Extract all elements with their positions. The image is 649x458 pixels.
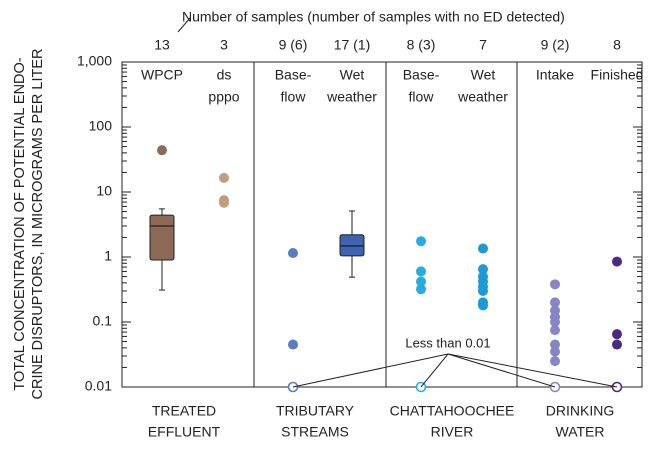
data-point [288,339,298,350]
data-point [550,317,560,327]
series-name: flow [409,89,435,105]
data-point [550,297,560,308]
y-tick-label: 100 [89,118,113,134]
y-tick-label: 10 [96,183,112,199]
group-label: EFFLUENT [148,424,221,440]
data-point [550,325,560,336]
group-label: CHATTAHOOCHEE [390,403,515,419]
sample-count: 7 [479,37,487,53]
group-label: TRIBUTARY [276,403,355,419]
sample-count: 8 [613,37,621,53]
series-name: WPCP [141,67,183,83]
annotation-leader [447,353,618,388]
y-axis-label: TOTAL CONCENTRATION OF POTENTIAL ENDO- [12,57,28,390]
sample-count: 13 [154,37,170,53]
series-name: Intake [536,67,574,83]
group-label: RIVER [431,424,474,440]
y-tick-label: 1 [104,248,112,264]
data-point [612,329,622,340]
series-name: Wet [471,67,496,83]
group-label: DRINKING [546,403,614,419]
data-point [157,145,167,156]
series-name: flow [281,89,307,105]
series-name: Wet [340,67,365,83]
data-point [478,243,488,254]
group-label: TREATED [152,403,216,419]
sample-count: 9 (2) [541,37,570,53]
data-point [478,264,488,275]
data-point [219,172,229,183]
data-point [416,276,426,287]
sample-count: 17 (1) [334,37,371,53]
data-point [416,284,426,295]
box [149,214,175,261]
data-point [478,285,488,296]
series-name: Finished [591,67,644,83]
header-leader [177,17,191,33]
annotation-leader [420,353,449,388]
data-point [416,266,426,277]
y-axis-label: CRINE DISRUPTORS, IN MICROGRAMS PER LITE… [30,49,46,400]
group-label: STREAMS [281,424,349,440]
sample-count: 8 (3) [407,37,436,53]
data-point [550,339,560,350]
data-point [288,248,298,259]
series-name: ds [217,67,232,83]
series-name: weather [326,89,377,105]
y-tick-label: 0.01 [85,378,112,394]
annotation-leader [292,353,449,388]
annotation: Less than 0.01 [405,335,490,350]
series-name: Base- [275,67,312,83]
data-point [612,339,622,350]
y-tick-label: 1,000 [77,53,112,69]
sample-count: 3 [220,37,228,53]
data-point [550,356,560,367]
data-point [612,256,622,267]
data-point [416,236,426,247]
plot-frame [121,61,643,388]
sample-count: 9 (6) [279,37,308,53]
data-point [219,197,229,208]
data-point [478,300,488,311]
series-name: Base- [403,67,440,83]
data-point [550,346,560,357]
group-label: WATER [556,424,605,440]
series-name: pppo [208,89,239,105]
annotation-leader [447,353,556,388]
series-name: weather [457,89,508,105]
data-point [550,279,560,290]
y-tick-label: 0.1 [93,313,113,329]
count-header: Number of samples (number of samples wit… [182,9,565,25]
